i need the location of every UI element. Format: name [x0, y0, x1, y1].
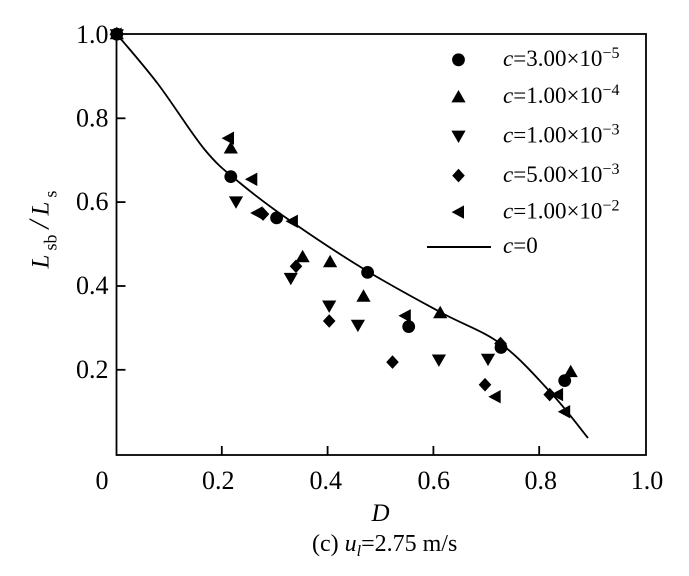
- svg-text:(c) ul=2.75 m/s: (c) ul=2.75 m/s: [312, 531, 457, 560]
- svg-text:D: D: [370, 500, 389, 527]
- svg-text:0: 0: [96, 466, 109, 495]
- svg-text:0.6: 0.6: [417, 466, 450, 495]
- svg-text:0.4: 0.4: [309, 466, 342, 495]
- svg-text:0.8: 0.8: [76, 103, 109, 132]
- svg-text:0.2: 0.2: [202, 466, 235, 495]
- svg-text:0.6: 0.6: [76, 187, 109, 216]
- svg-text:c=1.00×10−4: c=1.00×10−4: [503, 82, 619, 108]
- svg-text:c=1.00×10−2: c=1.00×10−2: [503, 198, 619, 224]
- svg-text:1.0: 1.0: [631, 466, 664, 495]
- svg-text:0.8: 0.8: [524, 466, 557, 495]
- svg-text:1.0: 1.0: [76, 20, 109, 49]
- svg-text:c=0: c=0: [503, 233, 538, 258]
- svg-text:c=5.00×10−3: c=5.00×10−3: [503, 161, 619, 187]
- svg-text:c=1.00×10−3: c=1.00×10−3: [503, 122, 619, 148]
- svg-text:Lsb/Ls: Lsb/Ls: [24, 191, 61, 270]
- svg-text:0.4: 0.4: [76, 271, 109, 300]
- svg-text:c=3.00×10−5: c=3.00×10−5: [503, 45, 619, 71]
- svg-text:0.2: 0.2: [76, 355, 109, 384]
